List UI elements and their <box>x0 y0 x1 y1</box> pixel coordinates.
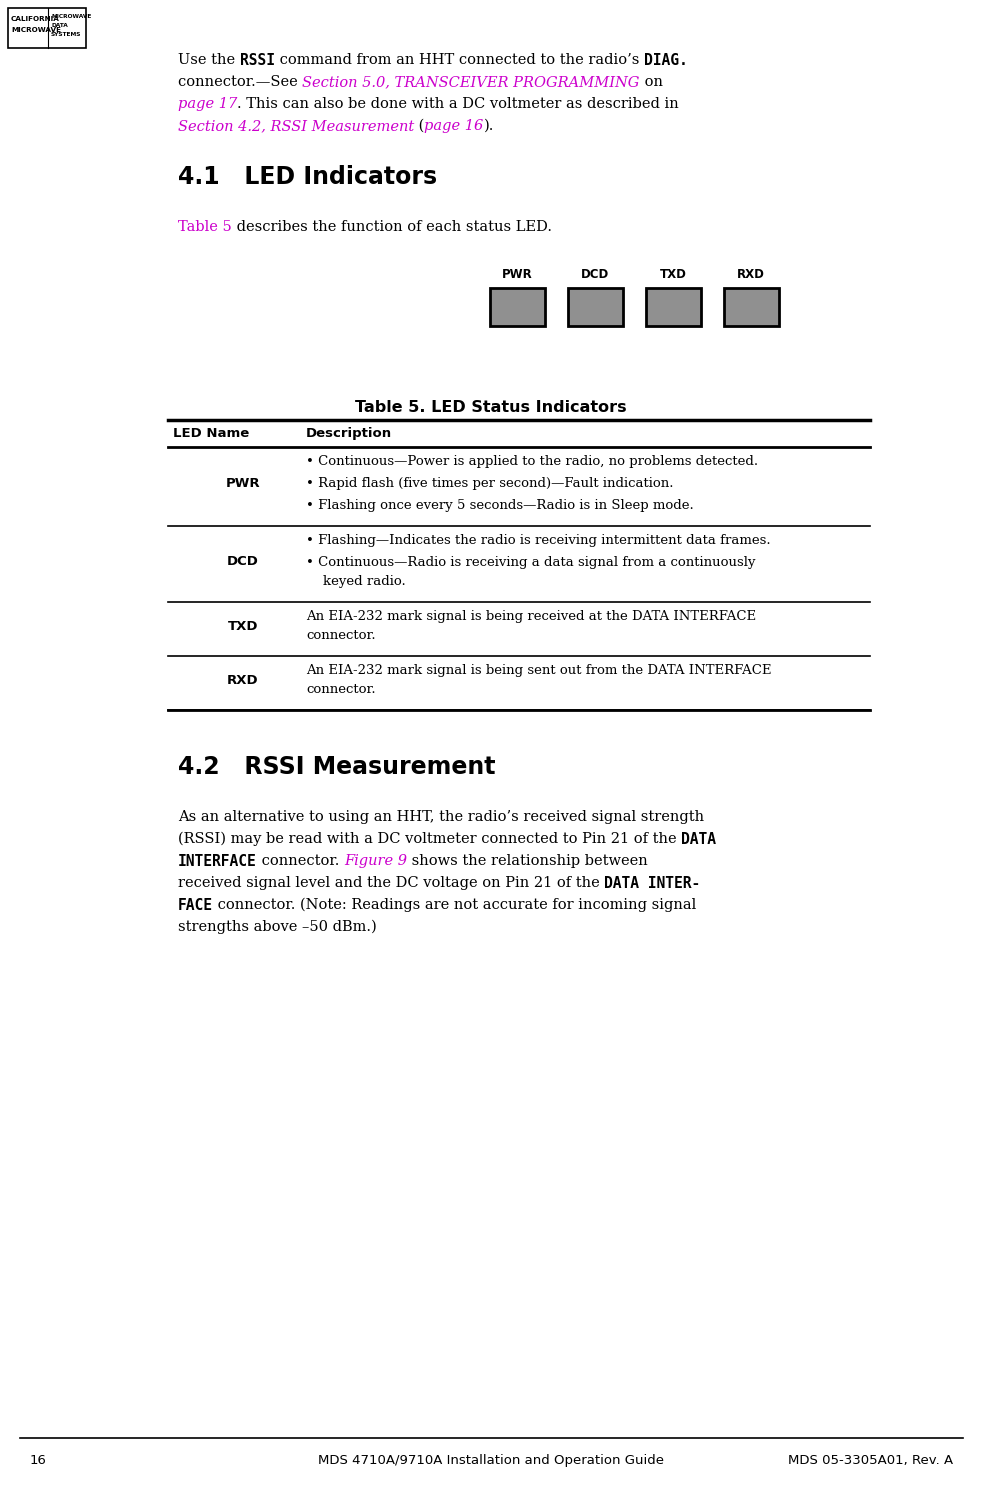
Text: DATA: DATA <box>51 22 68 28</box>
Text: (RSSI) may be read with a DC voltmeter connected to Pin 21 of the: (RSSI) may be read with a DC voltmeter c… <box>178 833 681 846</box>
Text: FACE: FACE <box>178 898 213 913</box>
Text: MICROWAVE: MICROWAVE <box>11 27 61 33</box>
Text: • Flashing once every 5 seconds—Radio is in Sleep mode.: • Flashing once every 5 seconds—Radio is… <box>306 499 694 511</box>
Text: Use the: Use the <box>178 52 240 67</box>
Text: connector.: connector. <box>306 683 376 697</box>
Text: page 16: page 16 <box>425 120 484 133</box>
Text: DCD: DCD <box>581 268 609 281</box>
Text: command from an HHT connected to the radio’s: command from an HHT connected to the rad… <box>275 52 644 67</box>
Text: (: ( <box>414 120 425 133</box>
Text: 16: 16 <box>30 1455 47 1467</box>
Text: received signal level and the DC voltage on Pin 21 of the: received signal level and the DC voltage… <box>178 876 605 890</box>
Text: on: on <box>640 75 663 90</box>
Text: keyed radio.: keyed radio. <box>306 576 406 588</box>
Text: describes the function of each status LED.: describes the function of each status LE… <box>232 220 551 235</box>
Text: Section 5.0, TRANSCEIVER PROGRAMMING: Section 5.0, TRANSCEIVER PROGRAMMING <box>303 75 640 90</box>
Text: An EIA-232 mark signal is being received at the DATA INTERFACE: An EIA-232 mark signal is being received… <box>306 610 756 623</box>
Bar <box>646 289 701 326</box>
Text: Section 4.2, RSSI Measurement: Section 4.2, RSSI Measurement <box>178 120 414 133</box>
Text: connector.—See: connector.—See <box>178 75 303 90</box>
Text: DIAG.: DIAG. <box>644 52 687 67</box>
Text: • Continuous—Radio is receiving a data signal from a continuously: • Continuous—Radio is receiving a data s… <box>306 556 756 570</box>
Text: RXD: RXD <box>737 268 765 281</box>
Text: DATA: DATA <box>681 833 717 848</box>
Text: As an alternative to using an HHT, the radio’s received signal strength: As an alternative to using an HHT, the r… <box>178 810 704 824</box>
Text: connector.: connector. <box>257 854 344 869</box>
Text: shows the relationship between: shows the relationship between <box>407 854 648 869</box>
Bar <box>724 289 779 326</box>
Text: Table 5: Table 5 <box>178 220 232 235</box>
Text: INTERFACE: INTERFACE <box>178 854 257 869</box>
Text: TXD: TXD <box>660 268 686 281</box>
Text: MICROWAVE: MICROWAVE <box>51 13 91 19</box>
Text: TXD: TXD <box>228 620 259 632</box>
Bar <box>568 289 623 326</box>
Text: LED Name: LED Name <box>173 428 250 440</box>
Text: CALIFORNIA: CALIFORNIA <box>11 16 60 22</box>
Text: 4.2   RSSI Measurement: 4.2 RSSI Measurement <box>178 755 495 779</box>
Text: . This can also be done with a DC voltmeter as described in: . This can also be done with a DC voltme… <box>237 97 679 111</box>
Text: Figure 9: Figure 9 <box>344 854 407 869</box>
Text: connector. (Note: Readings are not accurate for incoming signal: connector. (Note: Readings are not accur… <box>213 898 696 912</box>
Text: SYSTEMS: SYSTEMS <box>51 31 82 37</box>
Text: RSSI: RSSI <box>240 52 275 67</box>
Text: page 17: page 17 <box>178 97 237 111</box>
Text: ).: ). <box>484 120 494 133</box>
Text: DATA INTER-: DATA INTER- <box>605 876 701 891</box>
Text: An EIA-232 mark signal is being sent out from the DATA INTERFACE: An EIA-232 mark signal is being sent out… <box>306 664 772 677</box>
Text: MDS 4710A/9710A Installation and Operation Guide: MDS 4710A/9710A Installation and Operati… <box>318 1455 664 1467</box>
Text: MDS 05-3305A01, Rev. A: MDS 05-3305A01, Rev. A <box>788 1455 953 1467</box>
Text: • Continuous—Power is applied to the radio, no problems detected.: • Continuous—Power is applied to the rad… <box>306 454 758 468</box>
Text: PWR: PWR <box>226 477 260 490</box>
Bar <box>490 289 545 326</box>
Text: Description: Description <box>306 428 392 440</box>
Bar <box>8 7 86 48</box>
Text: DCD: DCD <box>227 555 259 568</box>
Text: • Rapid flash (five times per second)—Fault indication.: • Rapid flash (five times per second)—Fa… <box>306 477 673 490</box>
Text: PWR: PWR <box>501 268 533 281</box>
Text: Table 5. LED Status Indicators: Table 5. LED Status Indicators <box>355 401 627 416</box>
Text: RXD: RXD <box>227 674 259 688</box>
Text: connector.: connector. <box>306 629 376 641</box>
Text: 4.1   LED Indicators: 4.1 LED Indicators <box>178 164 437 188</box>
Text: • Flashing—Indicates the radio is receiving intermittent data frames.: • Flashing—Indicates the radio is receiv… <box>306 534 771 547</box>
Text: strengths above –50 dBm.): strengths above –50 dBm.) <box>178 919 376 934</box>
